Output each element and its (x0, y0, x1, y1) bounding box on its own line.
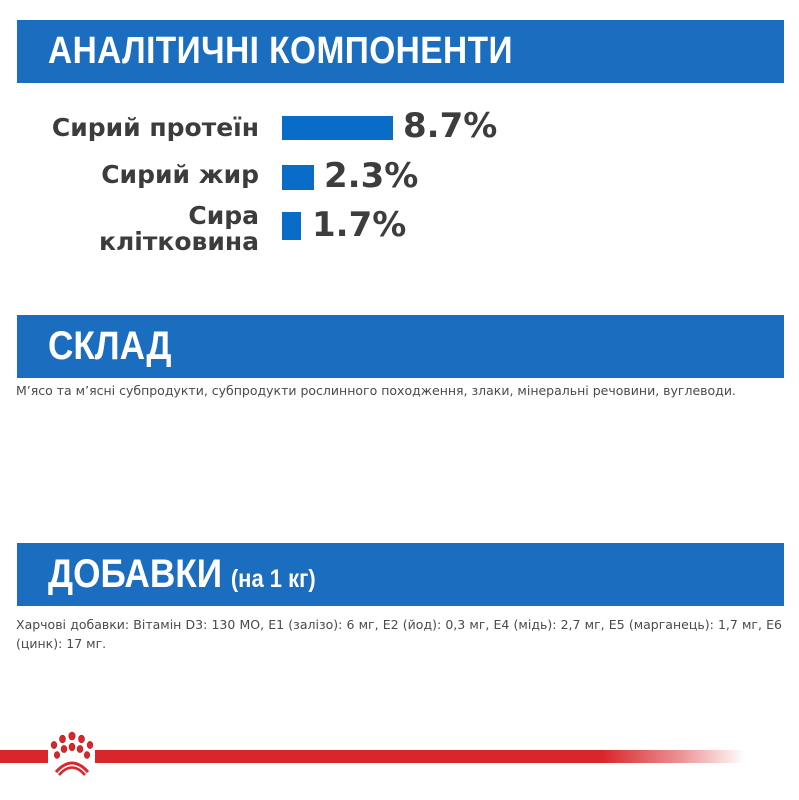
additives-title: ДОБАВКИ (48, 552, 223, 596)
nutrient-bar (282, 165, 314, 190)
nutrient-value: 1.7% (312, 205, 407, 245)
nutrient-label: Сирий жир (101, 160, 259, 189)
composition-header: СКЛАД (17, 315, 784, 378)
nutrient-label: Сира (188, 201, 259, 230)
nutrient-label: Сирий протеїн (51, 113, 259, 142)
analytical-components-title: АНАЛІТИЧНІ КОМПОНЕНТИ (48, 30, 513, 72)
composition-title: СКЛАД (48, 324, 172, 368)
additives-subtitle: (на 1 кг) (230, 565, 316, 593)
nutrient-value: 2.3% (324, 156, 419, 196)
brand-line-right (95, 750, 745, 763)
nutrient-bar (282, 212, 301, 240)
additives-title-wrap: ДОБАВКИ (на 1 кг) (48, 552, 316, 597)
additives-header: ДОБАВКИ (на 1 кг) (17, 543, 784, 606)
additives-text: Харчові добавки: Вітамін D3: 130 МО, Е1 … (16, 617, 782, 651)
nutrient-bar (282, 116, 393, 140)
analytical-components-header: АНАЛІТИЧНІ КОМПОНЕНТИ (17, 20, 784, 83)
crown-icon (50, 731, 94, 776)
nutrient-label: клітковина (99, 227, 259, 256)
composition-text: М’ясо та м’ясні субпродукти, субпродукти… (16, 383, 736, 398)
nutrient-value: 8.7% (403, 106, 498, 146)
brand-line-left (0, 750, 48, 763)
